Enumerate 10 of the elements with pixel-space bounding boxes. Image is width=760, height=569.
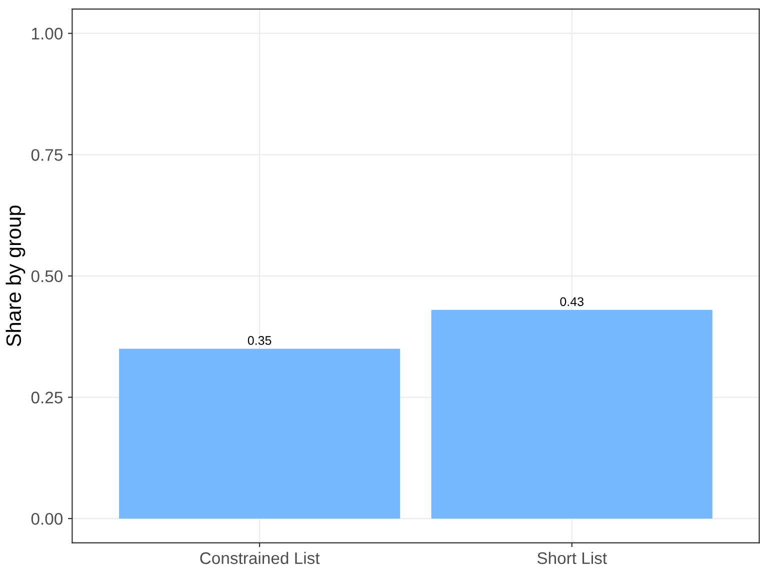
y-tick-label: 0.25 [31, 392, 62, 404]
x-tick-label: Constrained List [200, 552, 320, 564]
y-tick-label: 0.00 [31, 512, 63, 525]
data-label: 0.35 [248, 336, 272, 345]
x-tick-label: Short List [537, 552, 607, 564]
data-label: 0.43 [560, 297, 584, 306]
y-tick-label: 0.50 [31, 270, 63, 282]
y-tick-label: 0.75 [31, 149, 62, 161]
y-axis-title: Share by group [6, 206, 26, 346]
y-tick-label: 1.00 [32, 28, 63, 40]
